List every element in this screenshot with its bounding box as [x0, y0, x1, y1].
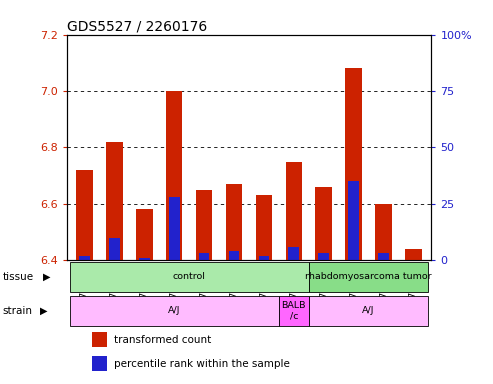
- Text: A/J: A/J: [168, 306, 180, 315]
- Text: control: control: [173, 272, 206, 281]
- Text: ▶: ▶: [40, 306, 48, 316]
- Bar: [285, 162, 302, 260]
- Bar: [199, 253, 210, 260]
- Bar: [79, 256, 90, 260]
- Text: transformed count: transformed count: [114, 334, 211, 344]
- Bar: [166, 91, 182, 260]
- Bar: [256, 195, 272, 260]
- Bar: [92, 332, 106, 347]
- Text: tissue: tissue: [2, 272, 34, 282]
- Bar: [288, 247, 299, 260]
- Bar: [375, 204, 392, 260]
- Text: percentile rank within the sample: percentile rank within the sample: [114, 359, 290, 369]
- Text: GDS5527 / 2260176: GDS5527 / 2260176: [67, 20, 207, 33]
- Text: strain: strain: [2, 306, 33, 316]
- Bar: [70, 296, 279, 326]
- Bar: [70, 262, 309, 292]
- Bar: [169, 197, 179, 260]
- Text: BALB
/c: BALB /c: [282, 301, 306, 320]
- Bar: [348, 181, 359, 260]
- Bar: [226, 184, 242, 260]
- Bar: [92, 356, 106, 371]
- Bar: [405, 249, 422, 260]
- Text: ▶: ▶: [43, 272, 51, 282]
- Bar: [258, 256, 269, 260]
- Bar: [139, 258, 150, 260]
- Bar: [196, 190, 212, 260]
- Bar: [76, 170, 93, 260]
- Bar: [279, 296, 309, 326]
- Bar: [378, 253, 389, 260]
- Bar: [106, 142, 123, 260]
- Bar: [309, 296, 428, 326]
- Bar: [346, 68, 362, 260]
- Bar: [316, 187, 332, 260]
- Bar: [136, 209, 152, 260]
- Bar: [109, 238, 120, 260]
- Bar: [229, 251, 240, 260]
- Bar: [318, 253, 329, 260]
- Text: rhabdomyosarcoma tumor: rhabdomyosarcoma tumor: [305, 272, 432, 281]
- Text: A/J: A/J: [362, 306, 375, 315]
- Bar: [309, 262, 428, 292]
